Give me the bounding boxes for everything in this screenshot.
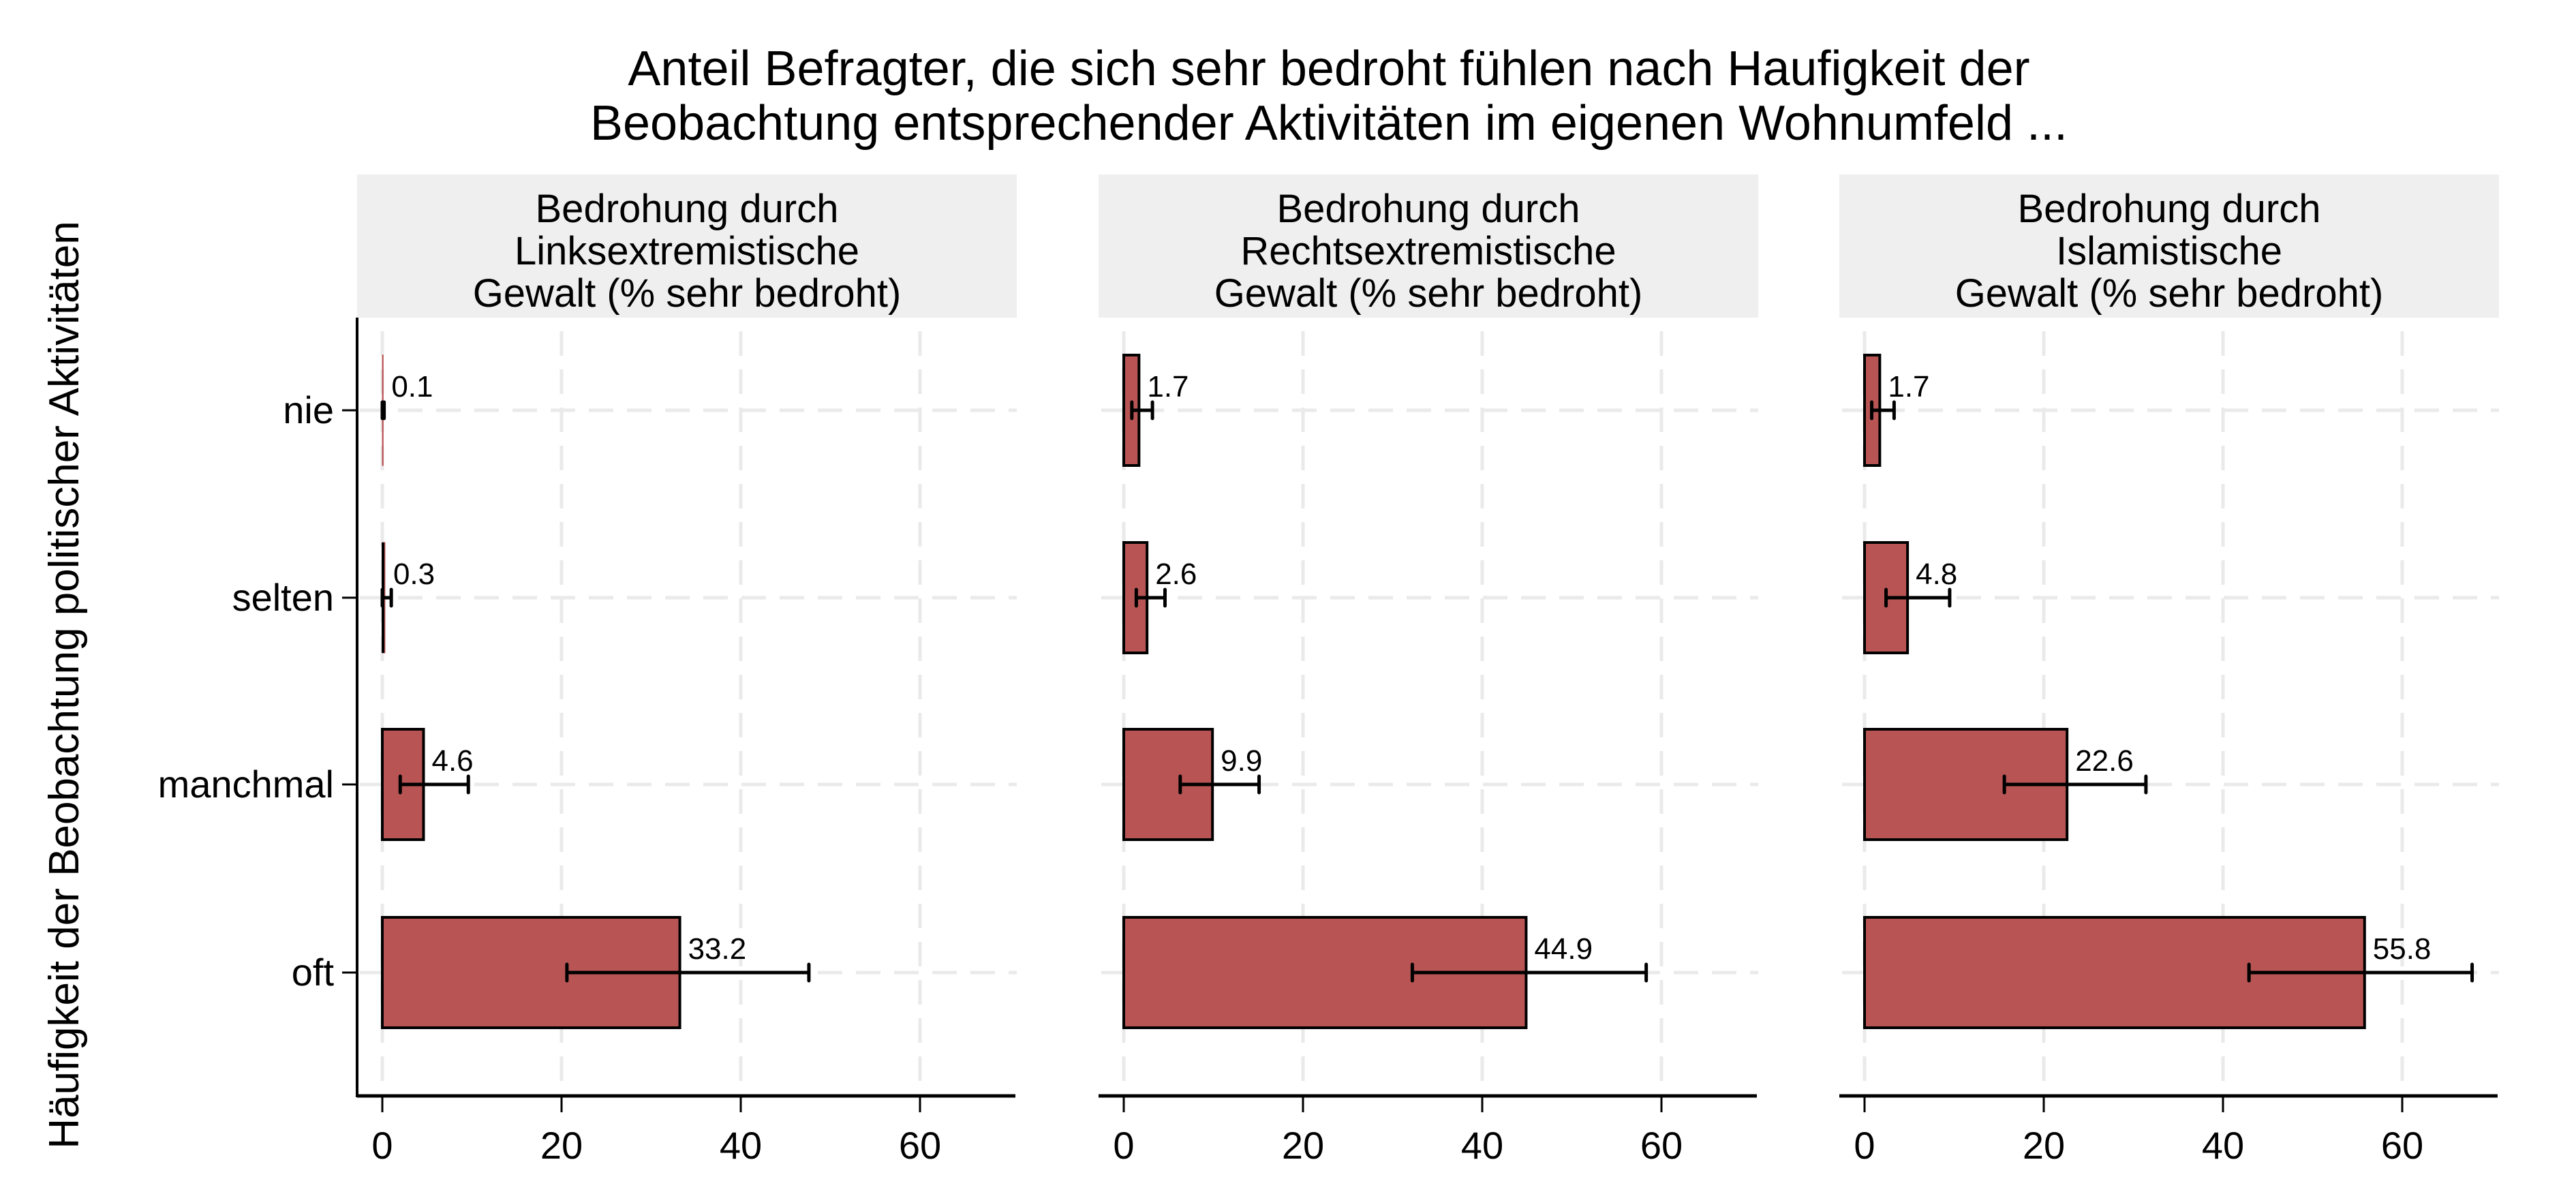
y-label-selten: selten xyxy=(232,576,334,619)
y-label-nie: nie xyxy=(283,388,334,431)
panel-strip xyxy=(1099,174,1758,318)
panel-2: Bedrohung durchRechtsextremistischeGewal… xyxy=(1099,174,1758,1167)
value-label-nie: 1.7 xyxy=(1147,370,1189,403)
x-tick-label-60: 60 xyxy=(1640,1124,1683,1167)
x-tick-label-0: 0 xyxy=(1113,1124,1134,1167)
value-label-selten: 0.3 xyxy=(393,557,435,591)
x-tick-label-20: 20 xyxy=(540,1124,583,1167)
value-label-oft: 33.2 xyxy=(688,932,747,966)
strip-label-line-1: Bedrohung durch xyxy=(1277,187,1580,231)
value-label-nie: 0.1 xyxy=(391,370,433,403)
x-tick-label-40: 40 xyxy=(720,1124,762,1167)
strip-label-line-2: Linksextremistische xyxy=(515,229,859,273)
strip-label-line-3: Gewalt (% sehr bedroht) xyxy=(1955,271,2384,316)
strip-label-line-1: Bedrohung durch xyxy=(536,187,839,231)
strip-label-line-2: Islamistische xyxy=(2056,229,2282,273)
value-label-selten: 4.8 xyxy=(1916,557,1957,591)
y-axis-title: Häufigkeit der Beobachtung politischer A… xyxy=(41,221,88,1148)
value-label-manchmal: 9.9 xyxy=(1221,744,1262,778)
value-label-manchmal: 4.6 xyxy=(431,744,473,778)
y-label-manchmal: manchmal xyxy=(158,763,334,806)
x-tick-label-40: 40 xyxy=(1461,1124,1503,1167)
x-tick-label-0: 0 xyxy=(1854,1124,1875,1167)
strip-label-line-1: Bedrohung durch xyxy=(2018,187,2321,231)
x-tick-label-40: 40 xyxy=(2202,1124,2244,1167)
value-label-manchmal: 22.6 xyxy=(2075,744,2134,778)
x-tick-label-60: 60 xyxy=(2381,1124,2423,1167)
value-label-oft: 44.9 xyxy=(1534,932,1593,966)
panel-strip xyxy=(1839,174,2499,318)
x-tick-label-60: 60 xyxy=(899,1124,941,1167)
panel-1: Bedrohung durchLinksextremistischeGewalt… xyxy=(356,174,1017,1167)
strip-label-line-3: Gewalt (% sehr bedroht) xyxy=(473,271,902,316)
panel-strip xyxy=(357,174,1017,318)
y-axis-labels: nie selten manchmal oft xyxy=(158,388,357,994)
x-tick-label-20: 20 xyxy=(2023,1124,2065,1167)
value-label-nie: 1.7 xyxy=(1888,370,1929,403)
y-label-oft: oft xyxy=(292,951,335,994)
strip-label-line-3: Gewalt (% sehr bedroht) xyxy=(1214,271,1643,316)
x-tick-label-0: 0 xyxy=(371,1124,393,1167)
strip-label-line-2: Rechtsextremistische xyxy=(1240,229,1616,273)
x-tick-label-20: 20 xyxy=(1282,1124,1324,1167)
chart-title-line-2: Beobachtung entsprechender Aktivitäten i… xyxy=(590,96,2068,151)
chart-title-line-1: Anteil Befragter, die sich sehr bedroht … xyxy=(628,42,2029,96)
panels: Bedrohung durchLinksextremistischeGewalt… xyxy=(356,174,2499,1167)
value-label-selten: 2.6 xyxy=(1155,557,1197,591)
value-label-oft: 55.8 xyxy=(2373,932,2432,966)
